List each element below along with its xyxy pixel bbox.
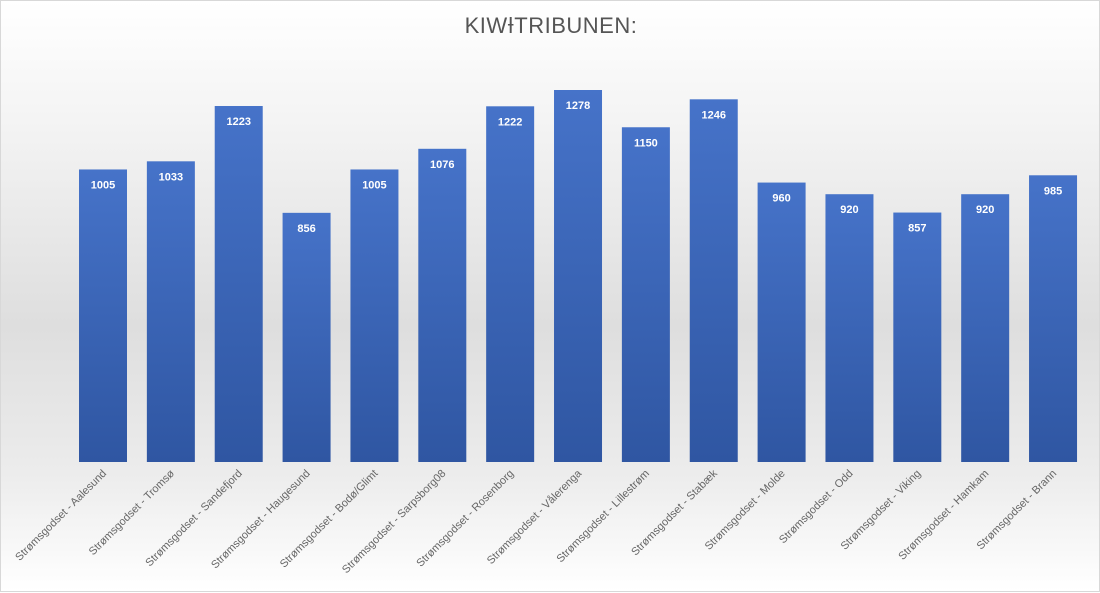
bar: [554, 90, 603, 462]
bar: [893, 212, 942, 462]
data-label: 985: [1044, 185, 1062, 197]
data-label: 856: [297, 223, 315, 235]
data-label: 1246: [701, 109, 725, 121]
bar: [282, 212, 331, 462]
bar: [486, 106, 535, 462]
bar: [621, 127, 670, 463]
data-label: 1005: [91, 179, 115, 191]
data-label: 960: [772, 193, 790, 205]
data-label: 1033: [159, 171, 183, 183]
x-tick-label: Strømsgodset - Odd: [777, 468, 856, 547]
data-label: 1005: [362, 179, 386, 191]
bar: [1029, 175, 1078, 463]
bar: [689, 99, 738, 463]
chart-title: KIWƗTRIBUNEN:: [465, 13, 638, 38]
data-label: 920: [976, 204, 994, 216]
data-label: 1076: [430, 159, 454, 171]
x-tick-label: Strømsgodset - Brann: [975, 468, 1060, 553]
data-label: 1150: [634, 137, 658, 149]
bar: [418, 148, 467, 462]
bar: [214, 106, 263, 462]
bar: [961, 194, 1010, 462]
data-label: 1278: [566, 100, 590, 112]
bar: [825, 194, 874, 462]
data-label: 1223: [226, 116, 250, 128]
data-label: 1222: [498, 116, 522, 128]
data-label: 857: [908, 223, 926, 235]
bar: [757, 182, 806, 462]
bar: [350, 169, 399, 462]
data-label: 920: [840, 204, 858, 216]
bar: [79, 169, 127, 462]
bar: [146, 161, 195, 462]
